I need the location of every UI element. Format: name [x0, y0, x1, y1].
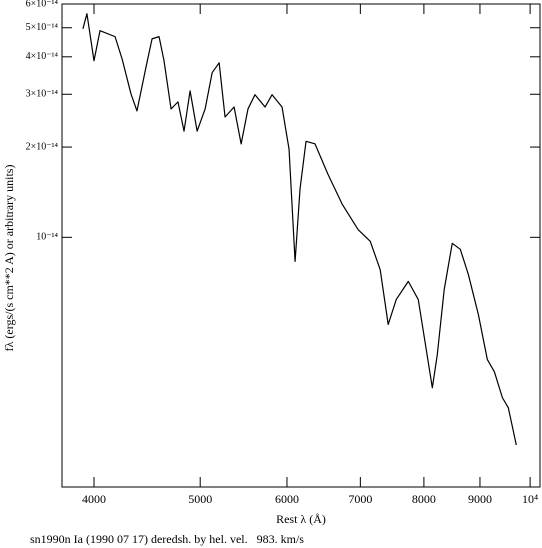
- y-tick-label: 6×10⁻¹⁴: [26, 0, 59, 9]
- x-tick-label: 6000: [275, 492, 299, 506]
- x-tick-label: 8000: [412, 492, 436, 506]
- y-tick-label: 2×10⁻¹⁴: [26, 141, 59, 152]
- x-axis-label: Rest λ (Å): [276, 512, 326, 526]
- x-tick-label: 5000: [188, 492, 212, 506]
- plot-frame: [61, 3, 541, 488]
- y-tick-label: 5×10⁻¹⁴: [26, 22, 59, 33]
- y-tick-label: 4×10⁻¹⁴: [26, 51, 59, 62]
- x-tick-label: 7000: [348, 492, 372, 506]
- spectrum-line: [82, 13, 517, 446]
- x-tick-label: 9000: [468, 492, 492, 506]
- x-tick-label: 10⁴: [522, 492, 538, 506]
- y-tick-label: 3×10⁻¹⁴: [26, 89, 59, 100]
- x-tick-label: 4000: [82, 492, 106, 506]
- y-tick-label: 10⁻¹⁴: [36, 232, 58, 243]
- chart-title: sn1990n Ia (1990 07 17) deredsh. by hel.…: [30, 532, 304, 546]
- y-axis-label: fλ (ergs/(s cm**2 A) or arbitrary units): [2, 165, 16, 352]
